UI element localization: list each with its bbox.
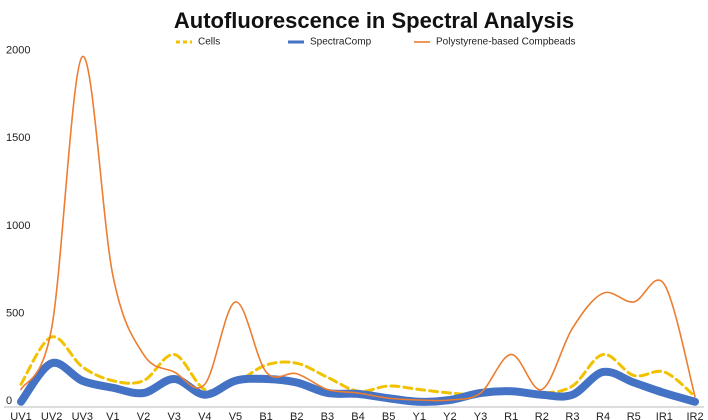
x-tick-label: UV3 xyxy=(72,411,93,420)
y-tick-label: 500 xyxy=(6,307,24,319)
line-series xyxy=(17,358,699,406)
x-tick-label: R3 xyxy=(565,411,579,420)
x-tick-label: R2 xyxy=(535,411,549,420)
y-tick-label: 1000 xyxy=(6,220,30,232)
x-tick-label: V1 xyxy=(106,411,119,420)
x-tick-label: UV1 xyxy=(10,411,31,420)
legend-label: Polystyrene-based Compbeads xyxy=(436,37,576,48)
y-tick-label: 0 xyxy=(6,395,12,407)
x-tick-label: R4 xyxy=(596,411,610,420)
x-tick-label: B1 xyxy=(259,411,272,420)
x-tick-label: B4 xyxy=(351,411,364,420)
x-tick-label: R1 xyxy=(504,411,518,420)
x-tick-label: IR1 xyxy=(656,411,673,420)
x-tick-label: Y1 xyxy=(413,411,426,420)
x-tick-label: B5 xyxy=(382,411,395,420)
x-tick-label: V5 xyxy=(229,411,242,420)
chart-title: Autofluorescence in Spectral Analysis xyxy=(174,8,574,33)
y-tick-label: 1500 xyxy=(6,132,30,144)
x-tick-label: B3 xyxy=(321,411,334,420)
x-tick-label: IR2 xyxy=(686,411,703,420)
x-tick-label: UV2 xyxy=(41,411,62,420)
x-tick-label: B2 xyxy=(290,411,303,420)
x-tick-label: V2 xyxy=(137,411,150,420)
y-tick-label: 2000 xyxy=(6,45,30,57)
x-tick-label: Y3 xyxy=(474,411,487,420)
legend-label: SpectraComp xyxy=(310,37,372,48)
x-tick-label: V3 xyxy=(167,411,180,420)
x-tick-label: Y2 xyxy=(443,411,456,420)
legend-label: Cells xyxy=(198,37,220,48)
x-tick-label: V4 xyxy=(198,411,211,420)
line-series xyxy=(20,55,696,402)
x-tick-label: R5 xyxy=(627,411,641,420)
